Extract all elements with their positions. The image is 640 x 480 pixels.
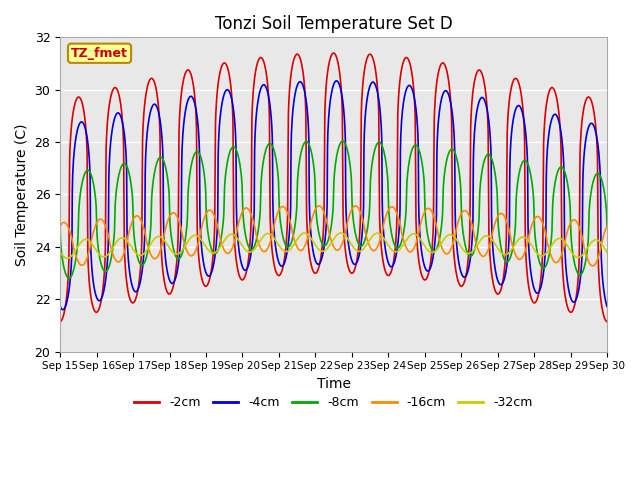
-32cm	[63, 255, 71, 261]
-32cm	[177, 249, 185, 254]
Text: TZ_fmet: TZ_fmet	[71, 47, 128, 60]
-8cm	[556, 166, 563, 171]
Line: -32cm: -32cm	[60, 233, 607, 258]
-4cm	[56, 303, 64, 309]
Line: -16cm: -16cm	[60, 206, 607, 266]
-4cm	[271, 240, 279, 246]
-32cm	[556, 236, 563, 241]
-16cm	[418, 217, 426, 223]
-8cm	[603, 225, 611, 230]
Line: -4cm: -4cm	[60, 81, 607, 310]
-4cm	[556, 120, 563, 125]
-2cm	[177, 95, 185, 101]
-4cm	[177, 219, 185, 225]
Y-axis label: Soil Temperature (C): Soil Temperature (C)	[15, 123, 29, 266]
-2cm	[555, 109, 563, 115]
-32cm	[285, 248, 292, 254]
-16cm	[508, 240, 516, 246]
-2cm	[508, 83, 516, 89]
-2cm	[603, 319, 611, 324]
-4cm	[508, 125, 516, 131]
-4cm	[59, 307, 67, 312]
-32cm	[56, 249, 64, 255]
-2cm	[284, 162, 292, 168]
Legend: -2cm, -4cm, -8cm, -16cm, -32cm: -2cm, -4cm, -8cm, -16cm, -32cm	[129, 391, 538, 414]
-8cm	[508, 249, 516, 254]
-32cm	[271, 237, 279, 242]
-16cm	[271, 220, 278, 226]
-8cm	[177, 253, 185, 259]
X-axis label: Time: Time	[317, 377, 351, 391]
-8cm	[285, 244, 292, 250]
-32cm	[418, 239, 426, 245]
-4cm	[285, 240, 292, 246]
-16cm	[284, 211, 292, 217]
-32cm	[508, 246, 516, 252]
-16cm	[603, 224, 611, 229]
-32cm	[603, 249, 611, 255]
Line: -8cm: -8cm	[60, 141, 607, 278]
-32cm	[337, 230, 344, 236]
-2cm	[418, 272, 426, 278]
-8cm	[418, 160, 426, 166]
-16cm	[56, 224, 64, 229]
-16cm	[316, 203, 323, 209]
Line: -2cm: -2cm	[60, 53, 607, 322]
-8cm	[56, 225, 64, 230]
-8cm	[271, 152, 279, 157]
-8cm	[339, 138, 346, 144]
-8cm	[65, 276, 73, 281]
-4cm	[603, 303, 611, 309]
-4cm	[418, 252, 426, 258]
-16cm	[177, 225, 185, 231]
Title: Tonzi Soil Temperature Set D: Tonzi Soil Temperature Set D	[214, 15, 452, 33]
-2cm	[330, 50, 337, 56]
-2cm	[56, 319, 64, 324]
-4cm	[333, 78, 340, 84]
-16cm	[589, 263, 596, 269]
-16cm	[555, 258, 563, 264]
-2cm	[271, 264, 278, 270]
